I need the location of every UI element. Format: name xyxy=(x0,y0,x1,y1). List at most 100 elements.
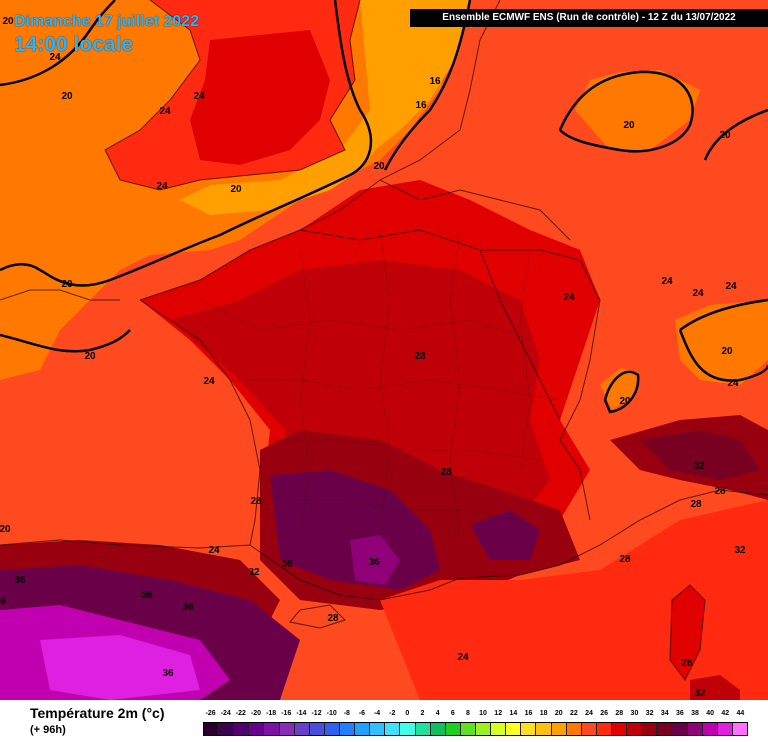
temp-band-30-sardinia xyxy=(690,675,740,700)
scale-swatch xyxy=(294,723,310,735)
scale-tick-label: -4 xyxy=(373,710,381,717)
scale-tick-label: 10 xyxy=(479,710,487,717)
contour-label: 24 xyxy=(725,281,737,292)
contour-label: 20 xyxy=(2,16,14,27)
scale-swatch xyxy=(642,723,658,735)
scale-swatch xyxy=(506,723,522,735)
scale-swatch xyxy=(370,723,386,735)
temp-band-28-corsica xyxy=(670,585,705,680)
scale-swatch xyxy=(687,723,703,735)
scale-swatch xyxy=(536,723,552,735)
temp-band-36-provence xyxy=(470,510,540,560)
scale-tick-label: -26 xyxy=(205,710,216,717)
scale-swatch xyxy=(279,723,295,735)
scale-swatch xyxy=(339,723,356,735)
scale-tick-label: 38 xyxy=(691,710,699,717)
scale-swatch xyxy=(551,723,567,735)
scale-tick-label: 28 xyxy=(615,710,624,717)
contour-label: 28 xyxy=(327,613,339,624)
scale-swatch xyxy=(249,723,265,735)
color-scale-bar xyxy=(203,722,748,736)
scale-swatch xyxy=(415,723,431,735)
legend-subtitle: (+ 96h) xyxy=(30,724,66,736)
contour-label: 32 xyxy=(693,461,705,472)
coastlines xyxy=(0,0,768,681)
scale-swatch xyxy=(702,723,718,735)
scale-tick-label: -10 xyxy=(326,710,337,717)
scale-tick-label: -22 xyxy=(235,710,246,717)
contour-label: 28 xyxy=(681,658,693,669)
contour-label: 20 xyxy=(84,351,96,362)
contour-label: 28 xyxy=(414,351,426,362)
contour-label: 24 xyxy=(692,288,704,299)
scale-swatch xyxy=(204,723,220,735)
scale-tick-label: 36 xyxy=(675,710,684,717)
scale-swatch xyxy=(672,723,688,735)
contour-label: 32 xyxy=(248,567,260,578)
temp-band-16 xyxy=(180,0,470,215)
scale-tick-label: -8 xyxy=(343,710,350,717)
scale-tick-label: 32 xyxy=(645,710,654,717)
contour-label: 20 xyxy=(719,130,731,141)
scale-tick-label: 22 xyxy=(569,710,578,717)
contour-label: 36 xyxy=(368,557,380,568)
scale-tick-label: 34 xyxy=(660,710,669,717)
temp-band-34-italy xyxy=(640,430,760,480)
scale-tick-label: 0 xyxy=(405,710,410,717)
scale-swatch xyxy=(581,723,597,735)
scale-tick-label: 4 xyxy=(435,710,440,717)
scale-tick-label: 14 xyxy=(509,710,518,717)
contour-label: 24 xyxy=(49,52,61,63)
scale-swatch xyxy=(234,723,250,735)
scale-swatch xyxy=(475,723,492,735)
contour-label: 24 xyxy=(563,292,575,303)
contour-label: 20 xyxy=(0,524,11,535)
scale-swatch xyxy=(657,723,673,735)
forecast-time: 14:00 locale xyxy=(14,33,134,56)
contour-label: 36 xyxy=(141,590,153,601)
scale-tick-label: 2 xyxy=(420,710,425,717)
scale-swatch xyxy=(385,723,401,735)
contour-label: 20 xyxy=(230,184,242,195)
scale-tick-label: 26 xyxy=(600,710,609,717)
contour-label: 20 xyxy=(61,91,73,102)
legend-title: Température 2m (°c) xyxy=(30,705,165,721)
contour-label: 36 xyxy=(281,559,293,570)
scale-tick-label: 12 xyxy=(494,710,503,717)
contour-label: 6 xyxy=(0,596,6,607)
region-boundaries xyxy=(199,229,561,541)
scale-tick-label: -20 xyxy=(250,710,262,717)
scale-tick-label: 16 xyxy=(524,710,533,717)
contour-label: 24 xyxy=(203,376,215,387)
scale-swatch xyxy=(324,723,340,735)
scale-swatch xyxy=(400,723,416,735)
scale-tick-label: -6 xyxy=(358,710,366,717)
contour-label: 36 xyxy=(14,575,26,586)
contour-label: 20 xyxy=(623,120,635,131)
scale-swatch xyxy=(264,723,280,735)
scale-swatch xyxy=(445,723,461,735)
contour-label: 32 xyxy=(734,545,746,556)
land-britain-hot xyxy=(190,30,330,165)
scale-swatch xyxy=(596,723,612,735)
scale-tick-label: -14 xyxy=(296,710,307,717)
scale-tick-label: 20 xyxy=(554,710,563,717)
color-scale-ticks: -26 -24 -22 -20 -18 -16 -14 -12 -10 -8 -6 -4 -2 0 2 4 6 8… xyxy=(203,710,748,720)
temperature-map: 20 24 20 24 24 16 16 20 20 20 24 20 20 2… xyxy=(0,0,768,700)
scale-swatch xyxy=(611,723,628,735)
isotherm-20 xyxy=(0,0,768,414)
scale-swatch xyxy=(717,723,733,735)
contour-label: 28 xyxy=(714,486,726,497)
scale-swatch xyxy=(491,723,507,735)
contour-label: 24 xyxy=(159,106,171,117)
contour-label: 24 xyxy=(457,652,469,663)
scale-tick-label: 6 xyxy=(450,710,455,717)
contour-label: 24 xyxy=(208,545,220,556)
scale-swatch xyxy=(627,723,643,735)
temp-band-38-southwest-france xyxy=(350,535,400,585)
temp-band-20-lake xyxy=(600,368,638,410)
contour-label: 28 xyxy=(690,499,702,510)
scale-tick-label: 30 xyxy=(630,710,639,717)
contour-label: 20 xyxy=(61,279,73,290)
